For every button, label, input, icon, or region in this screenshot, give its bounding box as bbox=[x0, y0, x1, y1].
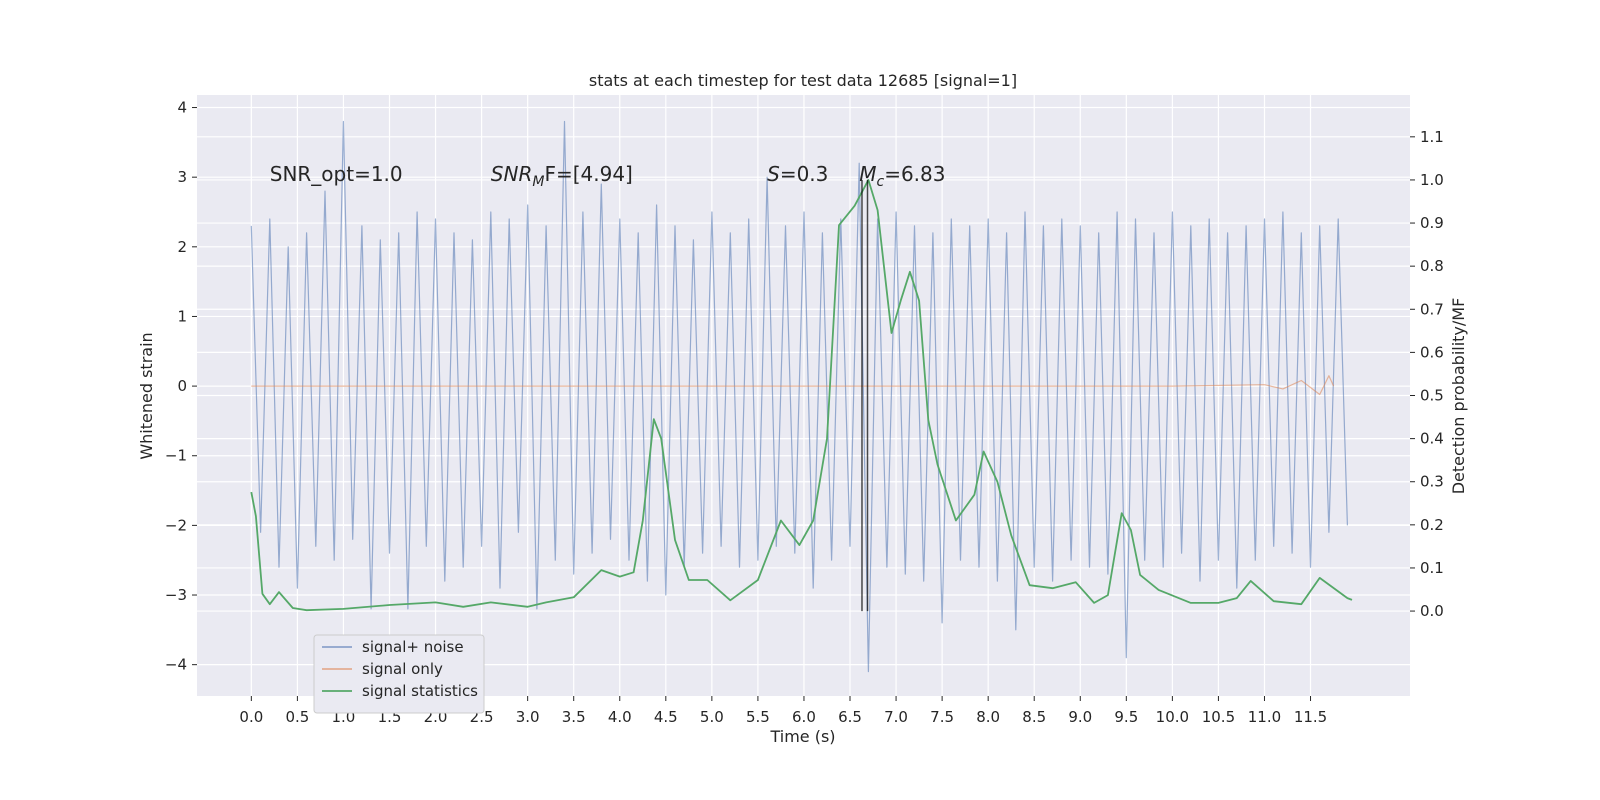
y2-tick-label: 1.1 bbox=[1420, 128, 1444, 146]
y-tick-label: 3 bbox=[177, 168, 187, 186]
annotation-part: S bbox=[767, 162, 780, 186]
annotation-part: SNR_opt=1.0 bbox=[270, 162, 403, 186]
y2-tick-label: 0.6 bbox=[1420, 343, 1444, 361]
annotation-part: c bbox=[876, 174, 884, 190]
x-tick-label: 9.5 bbox=[1114, 708, 1138, 726]
y-tick-label: −4 bbox=[165, 656, 187, 674]
annotation-part: SNR bbox=[491, 162, 533, 186]
x-tick-label: 6.5 bbox=[838, 708, 862, 726]
y-tick-label: 4 bbox=[177, 99, 187, 117]
y2-tick-label: 0.1 bbox=[1420, 559, 1444, 577]
y-tick-label: 0 bbox=[177, 377, 187, 395]
y2-tick-label: 0.8 bbox=[1420, 257, 1444, 275]
x-tick-label: 8.5 bbox=[1022, 708, 1046, 726]
y2-tick-label: 0.9 bbox=[1420, 214, 1444, 232]
annotation-part: =6.83 bbox=[884, 162, 945, 186]
x-tick-label: 5.5 bbox=[746, 708, 770, 726]
annotation: SNR_opt=1.0 bbox=[270, 162, 403, 186]
series-line bbox=[250, 179, 1353, 612]
y2-tick-label: 0.5 bbox=[1420, 387, 1444, 405]
y2-tick-label: 1.0 bbox=[1420, 171, 1444, 189]
legend-label: signal statistics bbox=[362, 682, 478, 700]
x-tick-label: 11.5 bbox=[1294, 708, 1327, 726]
x-tick-label: 4.0 bbox=[608, 708, 632, 726]
x-tick-label: 10.5 bbox=[1202, 708, 1235, 726]
x-tick-label: 7.0 bbox=[884, 708, 908, 726]
x-tick-label: 11.0 bbox=[1248, 708, 1281, 726]
x-tick-label: 7.5 bbox=[930, 708, 954, 726]
y-tick-label: 2 bbox=[177, 238, 187, 256]
y2-tick-label: 0.7 bbox=[1420, 300, 1444, 318]
marks bbox=[250, 120, 1353, 673]
annotation-part: =0.3 bbox=[780, 162, 829, 186]
series-line bbox=[251, 375, 1335, 396]
y-tick-label: −3 bbox=[165, 586, 187, 604]
y-tick-label: −2 bbox=[165, 516, 187, 534]
y2-axis-label: Detection probability/MF bbox=[1449, 298, 1468, 495]
annotation: S=0.3 bbox=[767, 162, 828, 186]
y2-tick-label: 0.3 bbox=[1420, 473, 1444, 491]
annotation-part: M bbox=[532, 174, 544, 190]
annotation: SNRMF=[4.94] bbox=[491, 162, 633, 190]
x-axis-label: Time (s) bbox=[769, 727, 835, 746]
x-tick-label: 6.0 bbox=[792, 708, 816, 726]
series-line bbox=[250, 120, 1348, 673]
x-tick-label: 9.0 bbox=[1068, 708, 1092, 726]
annotation: Mc=6.83 bbox=[859, 162, 945, 190]
y-tick-label: 1 bbox=[177, 307, 187, 325]
annotation-part: M bbox=[859, 162, 876, 186]
legend-label: signal+ noise bbox=[362, 638, 464, 656]
x-tick-label: 4.5 bbox=[654, 708, 678, 726]
annotation-part: F=[4.94] bbox=[544, 162, 632, 186]
x-tick-label: 8.0 bbox=[976, 708, 1000, 726]
x-tick-label: 10.0 bbox=[1156, 708, 1189, 726]
y2-tick-label: 0.0 bbox=[1420, 602, 1444, 620]
legend-label: signal only bbox=[362, 660, 443, 678]
x-tick-label: 5.0 bbox=[700, 708, 724, 726]
x-tick-label: 0.5 bbox=[285, 708, 309, 726]
y-tick-label: −1 bbox=[165, 447, 187, 465]
chart-title: stats at each timestep for test data 126… bbox=[589, 71, 1017, 90]
y2-tick-label: 0.4 bbox=[1420, 430, 1444, 448]
y2-tick-label: 0.2 bbox=[1420, 516, 1444, 534]
x-tick-label: 3.5 bbox=[562, 708, 586, 726]
x-tick-label: 0.0 bbox=[239, 708, 263, 726]
x-tick-label: 3.0 bbox=[516, 708, 540, 726]
y-axis-label: Whitened strain bbox=[137, 332, 156, 459]
legend-box bbox=[313, 634, 485, 714]
